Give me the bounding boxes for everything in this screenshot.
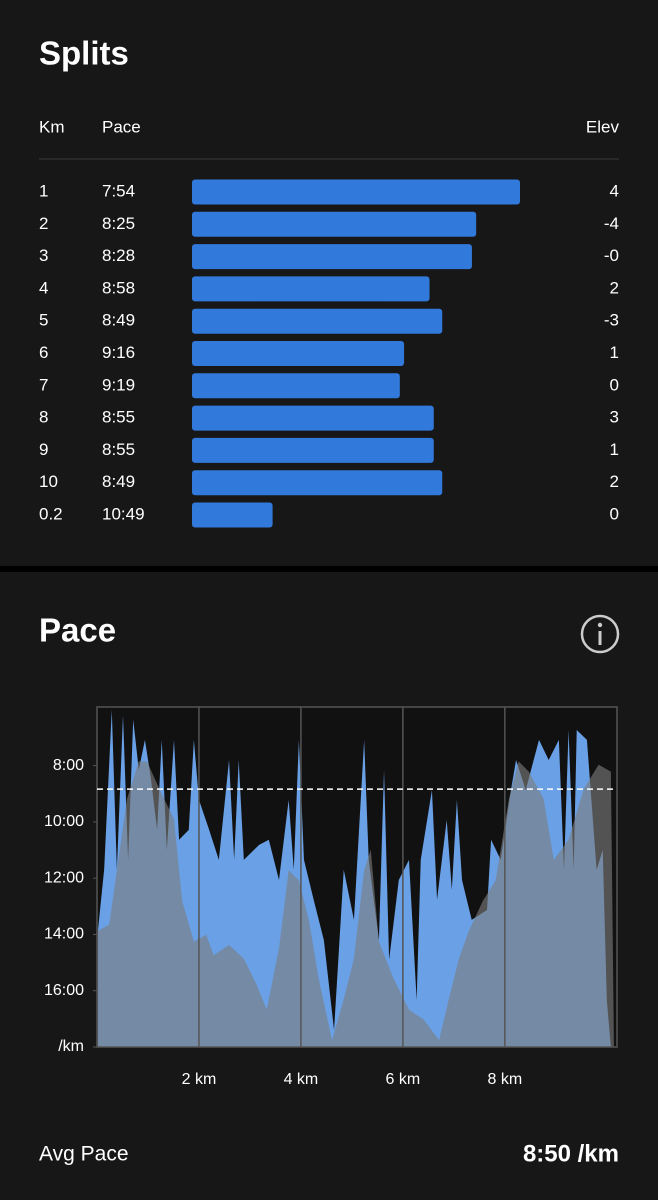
split-km: 3 [39, 246, 48, 265]
split-pace: 8:28 [102, 246, 135, 265]
split-pace: 10:49 [102, 504, 145, 523]
split-bar [192, 405, 434, 431]
split-elev: 2 [610, 472, 619, 491]
split-km: 2 [39, 214, 48, 233]
split-pace: 8:58 [102, 278, 135, 297]
splits-rows: 1 7:54 4 2 8:25 -4 3 8:28 -0 4 8:58 2 5 8:49 -3 6 9:16 1 7… [39, 179, 619, 528]
split-km: 1 [39, 181, 48, 200]
split-elev: 4 [610, 181, 619, 200]
x-tick-label: 2 km [182, 1071, 217, 1088]
split-elev: 3 [610, 408, 619, 427]
split-pace: 8:55 [102, 440, 135, 459]
split-elev: 1 [610, 343, 619, 362]
split-km: 7 [39, 375, 48, 394]
split-pace: 8:49 [102, 472, 135, 491]
column-header: Pace [102, 117, 141, 136]
split-km: 9 [39, 440, 48, 459]
y-tick-label: /km [58, 1038, 84, 1055]
pace-chart: 2 km 4 km 6 km 8 km 8:00 10:00 12:00 14:00 16:00… [44, 706, 618, 1088]
split-bar [192, 341, 405, 366]
x-tick-label: 6 km [386, 1071, 421, 1088]
split-bar [192, 308, 443, 334]
column-header: Elev [586, 117, 620, 136]
split-elev: -3 [604, 311, 619, 330]
split-pace: 7:54 [102, 181, 135, 200]
split-elev: 0 [610, 375, 619, 394]
elevation-area [97, 761, 614, 1047]
split-bar [192, 502, 273, 528]
split-km: 5 [39, 311, 48, 330]
split-elev: 0 [610, 504, 619, 523]
split-pace: 9:19 [102, 375, 135, 394]
split-bar [192, 244, 472, 270]
split-bar [192, 276, 430, 302]
y-tick-label: 12:00 [44, 869, 84, 886]
avg-value: 8:50 /km [523, 1140, 619, 1167]
info-icon[interactable] [580, 614, 620, 654]
split-elev: -4 [604, 214, 619, 233]
y-tick-label: 8:00 [53, 757, 84, 774]
avg-label: Avg Pace [39, 1143, 129, 1166]
split-bar [192, 211, 477, 237]
pace-title: Pace [39, 612, 116, 649]
splits-title: Splits [39, 35, 129, 72]
split-bar [192, 373, 400, 399]
split-pace: 8:25 [102, 214, 135, 233]
split-elev: -0 [604, 246, 619, 265]
x-tick-label: 4 km [284, 1071, 319, 1088]
column-header: Km [39, 117, 65, 136]
plot-frame [96, 706, 618, 1048]
y-tick-label: 10:00 [44, 813, 84, 830]
split-bar [192, 437, 434, 463]
split-pace: 8:55 [102, 408, 135, 427]
split-km: 10 [39, 472, 58, 491]
split-km: 8 [39, 408, 48, 427]
split-pace: 8:49 [102, 311, 135, 330]
split-bar [192, 179, 520, 205]
split-bar [192, 470, 443, 496]
split-elev: 2 [610, 278, 619, 297]
split-km: 0.2 [39, 504, 63, 523]
split-km: 6 [39, 343, 48, 362]
split-pace: 9:16 [102, 343, 135, 362]
y-tick-label: 14:00 [44, 926, 84, 943]
x-tick-label: 8 km [488, 1071, 523, 1088]
split-elev: 1 [610, 440, 619, 459]
y-tick-label: 16:00 [44, 982, 84, 999]
split-km: 4 [39, 278, 48, 297]
